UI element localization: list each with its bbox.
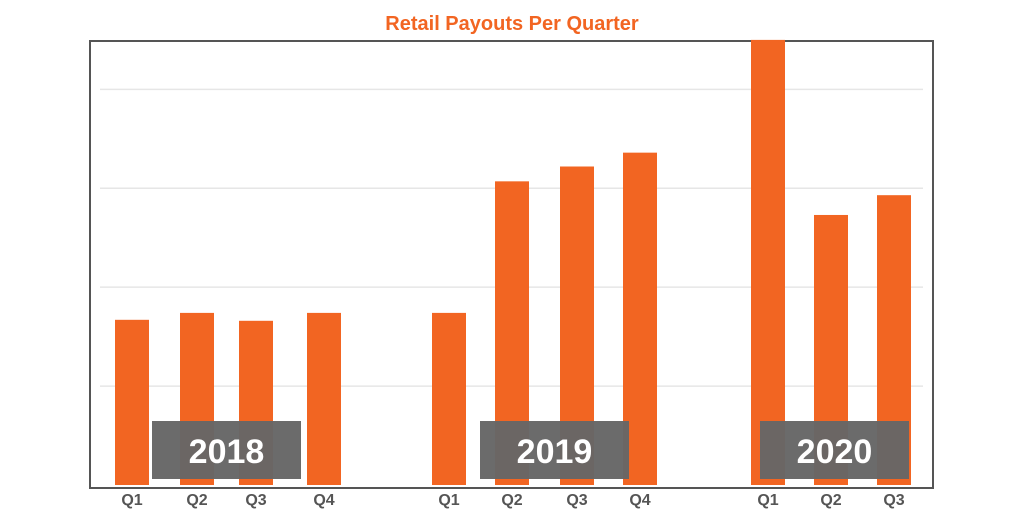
tick-2020-q2: Q2	[820, 492, 841, 509]
tick-2019-q4: Q4	[629, 492, 650, 509]
year-label-box	[152, 421, 301, 479]
tick-2020-q3: Q3	[883, 492, 904, 509]
year-label-box	[760, 421, 909, 479]
tick-2018-q1: Q1	[121, 492, 142, 509]
chart-title: Retail Payouts Per Quarter	[385, 13, 639, 35]
tick-2020-q1: Q1	[757, 492, 778, 509]
bar-2019-q1	[432, 312, 466, 485]
year-label-text: 2019	[517, 433, 593, 471]
bars	[115, 39, 911, 486]
year-labels: 2018 2019 2020	[152, 421, 909, 479]
tick-2019-q1: Q1	[438, 492, 459, 509]
bar-2020-q1	[751, 39, 785, 486]
tick-2019-q3: Q3	[566, 492, 587, 509]
tick-2018-q3: Q3	[245, 492, 266, 509]
tick-2018-q2: Q2	[186, 492, 207, 509]
year-label-text: 2020	[797, 433, 873, 471]
tick-2018-q4: Q4	[313, 492, 334, 509]
year-label-2018: 2018	[152, 421, 301, 479]
bar-2018-q1	[115, 319, 149, 485]
x-axis-ticks: Q1 Q2 Q3 Q4 Q1 Q2 Q3 Q4 Q1 Q2 Q3	[121, 492, 904, 509]
year-label-text: 2018	[189, 433, 265, 471]
year-label-2020: 2020	[760, 421, 909, 479]
year-label-box	[480, 421, 629, 479]
bar-2018-q4	[307, 312, 341, 485]
tick-2019-q2: Q2	[501, 492, 522, 509]
plot-frame	[89, 40, 934, 489]
year-label-2019: 2019	[480, 421, 629, 479]
